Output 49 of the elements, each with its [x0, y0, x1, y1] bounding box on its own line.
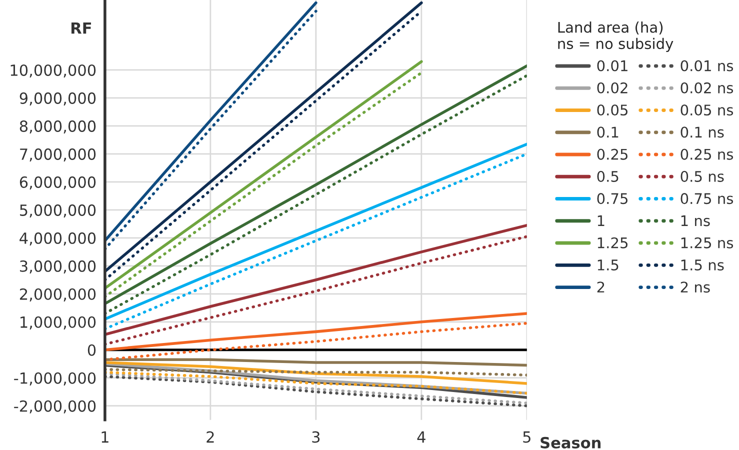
legend-label: 0.5 [597, 170, 618, 182]
y-tick-label: 10,000,000 [10, 64, 96, 78]
y-tick-label: 0 [88, 344, 96, 356]
legend-label: 0.02 ns [680, 82, 734, 94]
legend-label: 0.25 ns [680, 148, 734, 160]
y-tick-label: -2,000,000 [14, 400, 96, 414]
y-tick-label: 4,000,000 [20, 232, 96, 246]
legend-label: 0.75 [597, 193, 628, 204]
legend-label: 0.02 [597, 82, 628, 94]
y-tick-label: 7,000,000 [20, 148, 96, 162]
legend-label: 0.01 ns [680, 60, 734, 72]
x-tick-label: 5 [523, 431, 530, 443]
legend-label: 0.05 ns [680, 104, 734, 116]
line-series [104, 312, 527, 352]
y-tick-label: 2,000,000 [20, 288, 96, 302]
legend-title: Land area (ha) ns = no subsidy [558, 22, 674, 52]
x-axis-title: Season [540, 436, 601, 448]
x-tick-label: 2 [206, 431, 214, 443]
y-tick-label: 9,000,000 [20, 92, 96, 106]
legend-label: 1.25 ns [681, 237, 734, 248]
legend-label: 0.25 [597, 148, 628, 160]
x-tick-label: 3 [312, 431, 320, 443]
line-series [104, 361, 527, 385]
y-axis-title: RF [71, 22, 91, 34]
legend-label: 2 ns [680, 282, 710, 293]
x-tick-label: 4 [417, 431, 426, 443]
x-tick-label: 1 [102, 431, 108, 443]
y-tick-label: 5,000,000 [20, 204, 96, 218]
line-series [104, 224, 527, 336]
legend-label: 0.05 [597, 104, 628, 116]
legend-label: 1.5 [598, 260, 618, 270]
legend-label: 1.25 [598, 237, 628, 248]
y-tick-label: 1,000,000 [20, 316, 96, 330]
line-series [104, 370, 527, 395]
legend-label: 1 [598, 215, 604, 226]
legend-label: 0.1 ns [680, 126, 724, 138]
y-tick-label: 8,000,000 [20, 120, 96, 134]
legend-label: 0.5 ns [680, 170, 724, 182]
legend-label: 0.1 [597, 126, 618, 138]
legend-label: 0.01 [597, 60, 628, 72]
legend-label: 2 [597, 282, 604, 292]
line-series [104, 322, 527, 362]
legend-label: 1.5 ns [681, 260, 724, 270]
y-tick-label: -1,000,000 [14, 372, 96, 386]
legend-label: 0.75 ns [680, 193, 734, 204]
y-tick-label: 3,000,000 [20, 260, 96, 274]
line-series [104, 235, 527, 346]
y-tick-label: 6,000,000 [20, 176, 96, 190]
legend-label: 1 ns [681, 215, 710, 226]
